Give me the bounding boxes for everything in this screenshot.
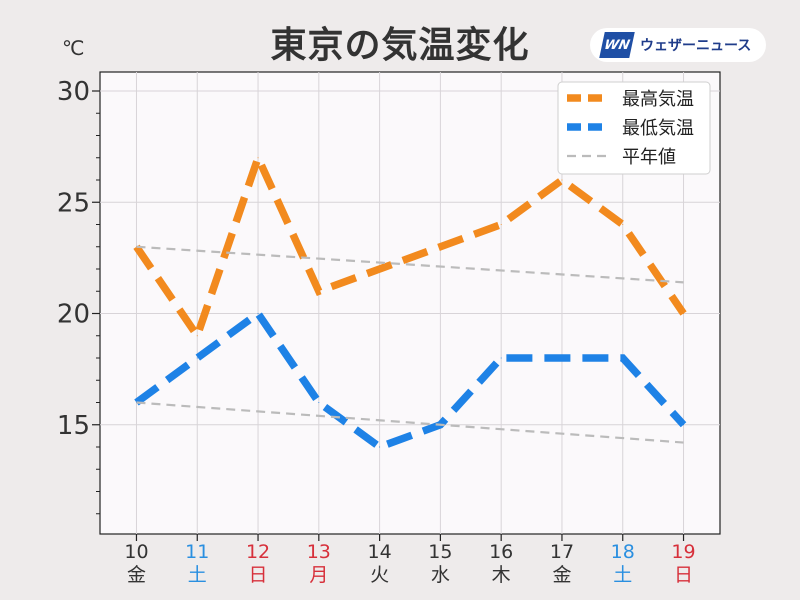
x-tick-label-day: 10 (124, 541, 148, 563)
x-tick-label-day: 13 (307, 541, 331, 563)
x-tick-label-weekday: 木 (492, 564, 511, 586)
data-point (500, 357, 502, 359)
data-point (379, 268, 381, 270)
data-point (257, 157, 259, 159)
legend-box (557, 81, 711, 175)
data-point (196, 335, 198, 337)
x-tick-label-day: 15 (428, 541, 452, 563)
x-tick-label-day: 17 (550, 541, 574, 563)
x-tick-label-day: 19 (671, 541, 695, 563)
data-point (196, 357, 198, 359)
legend-label: 平年値 (622, 147, 676, 168)
x-tick-label-day: 18 (611, 541, 635, 563)
y-tick-label: 25 (57, 188, 90, 218)
x-tick-label-day: 14 (368, 541, 392, 563)
x-tick-label-weekday: 火 (370, 564, 389, 586)
weathernews-logo: WN ウェザーニュース (590, 28, 766, 62)
data-point (500, 224, 502, 225)
legend-label: 最高気温 (622, 89, 694, 110)
data-point (257, 313, 259, 314)
data-point (379, 446, 381, 448)
logo-text: ウェザーニュース (640, 38, 752, 54)
series-line (133, 147, 687, 345)
data-point (622, 224, 624, 225)
x-tick-label-day: 16 (489, 541, 513, 563)
normal-temperature-line (136, 245, 684, 284)
x-tick-label-weekday: 土 (613, 564, 632, 586)
data-point (622, 357, 624, 359)
y-tick-label: 30 (57, 77, 90, 107)
data-point (683, 313, 685, 314)
x-tick-label-weekday: 金 (552, 564, 571, 586)
x-tick-label-day: 11 (185, 541, 209, 563)
data-point (561, 357, 563, 359)
y-tick-label: 15 (57, 411, 90, 441)
normal-temperature-line (136, 401, 684, 444)
legend-label: 最低気温 (622, 118, 694, 139)
x-tick-label-weekday: 月 (309, 564, 328, 586)
x-tick-label-weekday: 日 (249, 564, 268, 586)
data-point (318, 290, 320, 292)
data-point (683, 424, 685, 426)
x-tick-label-day: 12 (246, 541, 270, 563)
data-point (561, 179, 563, 181)
y-tick-label: 20 (57, 300, 90, 330)
chart-title: 東京の気温変化 (270, 25, 530, 66)
x-tick-label-weekday: 土 (188, 564, 207, 586)
x-tick-label-weekday: 水 (431, 564, 450, 586)
x-tick-label-weekday: 金 (127, 564, 146, 586)
data-point (318, 402, 320, 403)
data-point (439, 246, 441, 248)
series-line (134, 308, 687, 452)
y-axis-unit-label: ℃ (62, 36, 85, 60)
x-tick-label-weekday: 日 (674, 564, 693, 586)
